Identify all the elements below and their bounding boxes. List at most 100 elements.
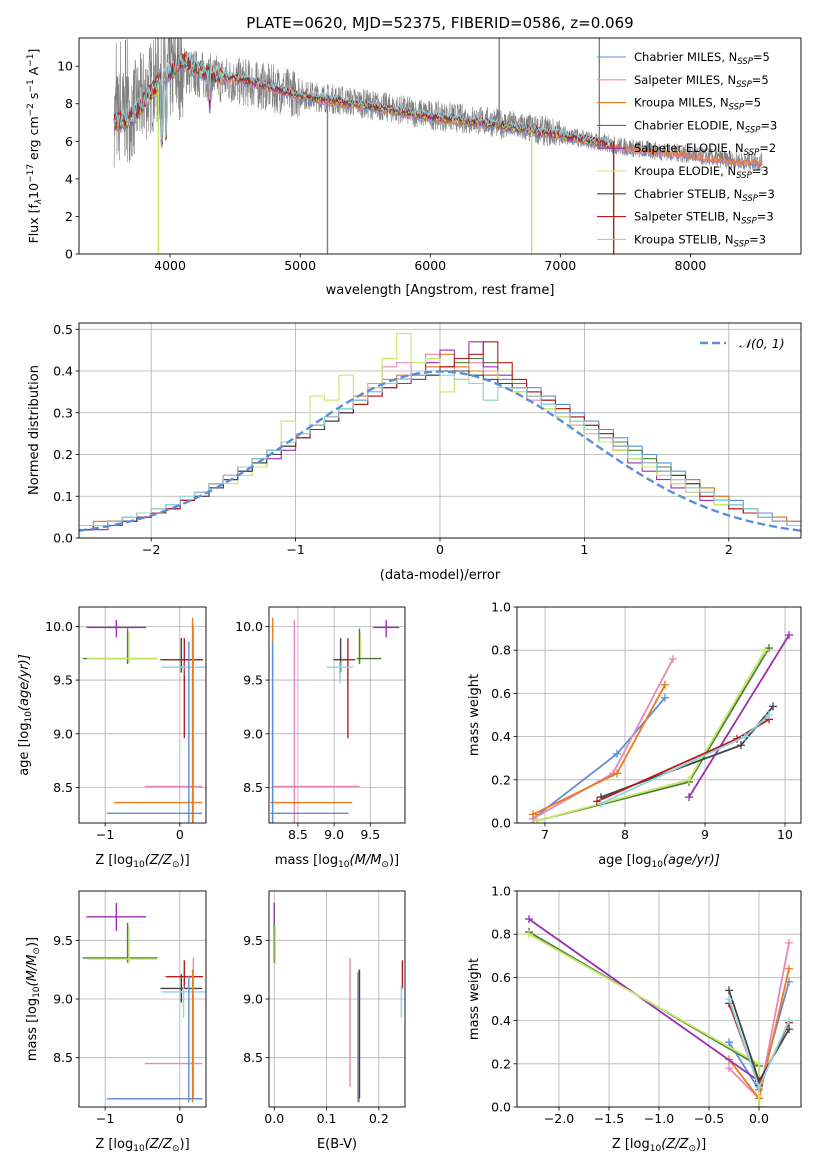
label-part: =3 (757, 210, 774, 224)
y-tick-label: 9.0 (243, 992, 263, 1007)
weight-marker (669, 654, 677, 663)
legend-entry: Salpeter ELODIE, NSSP=2 (597, 141, 776, 158)
errorbar-point (86, 619, 147, 638)
label-part: ⊙ (172, 860, 180, 870)
errorbar-point (272, 619, 360, 823)
legend-entry: Chabrier MILES, NSSP=5 (597, 50, 770, 67)
axes-frame (516, 890, 802, 1108)
x-tick-label: −0.5 (694, 1111, 724, 1126)
y-tick-label: 0.0 (491, 1100, 511, 1115)
weight-series (725, 995, 793, 1092)
y-tick-label: 1.0 (491, 884, 511, 899)
axes-frame (78, 606, 207, 824)
weight-marker (525, 930, 533, 939)
weight-series-line (596, 718, 770, 803)
y-tick-label: 9.0 (243, 726, 263, 741)
weight-series (525, 915, 763, 1086)
label-part: (M/M (350, 853, 382, 868)
y-tick-label: 8.5 (243, 780, 263, 795)
label-part: mass [log (275, 853, 338, 868)
grid-mass_vs_Z (79, 891, 206, 1107)
weight-series-line (600, 714, 770, 805)
label-part: (Z/Z (661, 1137, 689, 1152)
x-axis-label: wavelength [Angstrom, rest frame] (326, 283, 555, 298)
label-part: (M/M (25, 955, 40, 987)
y-tick-label: 8.5 (243, 1050, 263, 1065)
weight-series-line (528, 918, 760, 1082)
weight-series (597, 711, 773, 808)
y-tick-label: 0.2 (491, 772, 511, 787)
label-part: (age/yr)] (17, 654, 32, 711)
weight-series-line (688, 634, 790, 798)
weight-marker (685, 775, 693, 784)
label-part: −1 (26, 79, 36, 92)
weight-marker (529, 810, 537, 819)
x-tick-label: 5000 (284, 258, 316, 273)
x-tick-label: −2 (142, 542, 160, 557)
axes-frame (78, 37, 802, 255)
label-part: erg cm (26, 116, 41, 164)
y-tick-label: 9.5 (53, 673, 73, 688)
errorbar-point (373, 619, 400, 638)
axes-frame (268, 890, 406, 1108)
x-tick-label: 0.1 (317, 1111, 337, 1126)
label-part: (Z/Z (145, 1137, 173, 1152)
plot-area-spectrum (113, 38, 763, 254)
label-part: SSP (736, 80, 752, 90)
legend-label: Kroupa MILES, NSSP=5 (634, 96, 761, 113)
y-tick-label: 0.4 (491, 1013, 511, 1028)
model-spectrum-line (113, 52, 613, 146)
label-part: 10 (26, 183, 41, 199)
y-tick-label: 0.5 (53, 322, 73, 337)
legend-label: Chabrier ELODIE, NSSP=3 (634, 118, 777, 135)
x-tick-label: 9.0 (324, 827, 344, 842)
y-tick-label: 9.5 (53, 933, 73, 948)
legend-label: Salpeter ELODIE, NSSP=2 (634, 141, 776, 158)
y-tick-label: 0.4 (491, 729, 511, 744)
x-tick-label: 9.5 (360, 827, 380, 842)
x-tick-label: 0.0 (264, 1111, 284, 1126)
label-part: Kroupa STELIB, N (634, 232, 734, 246)
label-part: Salpeter MILES, N (634, 73, 736, 87)
weight-marker (613, 769, 621, 778)
weight-marker (525, 915, 533, 924)
weight-series-line (532, 684, 666, 816)
label-part: 10 (32, 986, 42, 998)
y-axis-label: mass weight (467, 674, 482, 756)
weight-series-line (532, 658, 674, 820)
y-tick-label: 9.5 (243, 673, 263, 688)
y-tick-label: 1.0 (491, 600, 511, 615)
label-part: Z [log (612, 1137, 650, 1152)
weight-marker (661, 680, 669, 689)
weight-marker (769, 702, 777, 711)
x-axis-label: E(B-V) (317, 1137, 357, 1152)
weight-marker (755, 1103, 763, 1107)
weight-series-line (528, 931, 760, 1107)
label-part: 10 (133, 860, 145, 870)
label-part: (age/yr)] (663, 853, 720, 868)
y-tick-label: 0.6 (491, 686, 511, 701)
grid-age_vs_mass (269, 607, 405, 823)
legend-entry: Kroupa STELIB, NSSP=3 (597, 232, 766, 249)
legend-entry: Chabrier STELIB, NSSP=3 (597, 187, 775, 204)
y-axis-label: Flux [fλ10−17 erg cm−2 s−1 A−1] (26, 49, 44, 244)
label-part: =5 (753, 50, 770, 64)
weight-series (529, 680, 669, 819)
y-tick-label: 9.0 (53, 992, 73, 1007)
figure-title: PLATE=0620, MJD=52375, FIBERID=0586, z=0… (246, 14, 633, 32)
label-part: age [log (598, 853, 651, 868)
x-tick-label: −2.0 (544, 1111, 574, 1126)
legend-label: Chabrier MILES, NSSP=5 (634, 50, 770, 67)
errorbar-point (82, 922, 158, 963)
label-part: Chabrier ELODIE, N (634, 118, 745, 132)
plot-area-age_vs_mass (270, 617, 400, 823)
grid-weight_vs_age (517, 606, 801, 824)
legend-entry: Salpeter MILES, NSSP=5 (597, 73, 769, 90)
x-tick-label: 2 (725, 542, 733, 557)
panel-mass_vs_Z: −1 08.59.09.5Z [log10(Z/Z⊙)]mass [log10(M… (25, 890, 207, 1154)
x-tick-label: −1 (96, 1111, 114, 1126)
axes-frame (78, 322, 802, 539)
label-part: SSP (729, 103, 745, 113)
label-part: −2 (26, 103, 36, 116)
label-part: )] (180, 853, 190, 868)
